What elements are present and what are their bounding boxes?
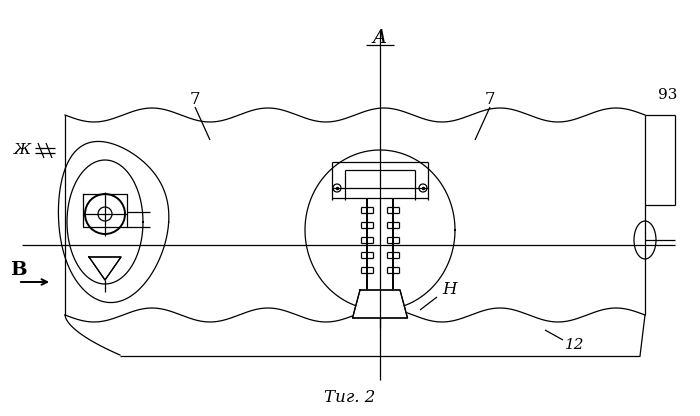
Text: Ж: Ж — [13, 143, 31, 157]
Text: 7: 7 — [484, 92, 496, 109]
Text: H: H — [442, 282, 457, 299]
Text: 7: 7 — [190, 92, 200, 109]
Text: B: B — [10, 261, 27, 279]
Polygon shape — [353, 290, 407, 318]
Text: 93: 93 — [658, 88, 678, 102]
Text: 12: 12 — [566, 338, 584, 352]
Text: A: A — [373, 29, 387, 47]
Polygon shape — [89, 257, 121, 280]
Text: Τиг. 2: Τиг. 2 — [324, 389, 376, 406]
